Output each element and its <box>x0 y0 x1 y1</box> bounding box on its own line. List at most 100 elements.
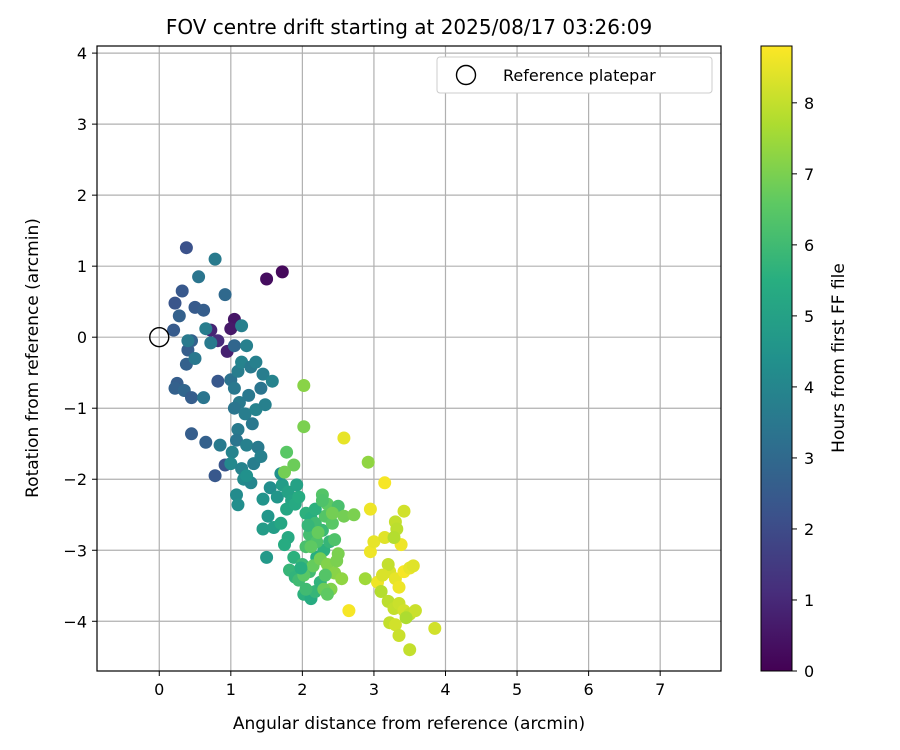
data-point <box>328 533 342 547</box>
data-point <box>342 604 356 618</box>
data-point <box>337 431 351 445</box>
chart-title: FOV centre drift starting at 2025/08/17 … <box>166 15 652 39</box>
data-point <box>230 488 243 502</box>
data-point <box>265 374 279 388</box>
data-point <box>230 433 243 447</box>
data-point <box>297 420 311 434</box>
x-tick-label: 4 <box>440 680 450 699</box>
data-point <box>320 587 334 601</box>
data-point <box>240 469 254 483</box>
data-point <box>235 319 249 333</box>
data-point <box>374 585 388 598</box>
colorbar-tick-label: 2 <box>804 520 814 539</box>
data-point <box>304 540 318 554</box>
data-point <box>227 381 241 395</box>
data-point <box>185 427 198 441</box>
data-point <box>172 309 186 323</box>
data-point <box>256 492 270 506</box>
colorbar-tick-label: 1 <box>804 591 814 610</box>
y-tick-label: 1 <box>77 257 87 276</box>
data-point <box>294 561 308 575</box>
data-point <box>256 367 270 381</box>
y-tick-label: 2 <box>77 186 87 205</box>
data-point <box>181 334 195 348</box>
data-point <box>325 516 339 530</box>
data-point <box>358 572 372 586</box>
data-point <box>408 604 422 618</box>
colorbar-tick-label: 7 <box>804 165 814 184</box>
data-point <box>197 303 211 317</box>
y-tick-label: −1 <box>63 399 87 418</box>
data-point <box>399 611 413 625</box>
data-point <box>211 374 225 388</box>
data-point <box>258 398 272 412</box>
data-point <box>367 535 381 549</box>
data-point <box>175 284 189 298</box>
data-point <box>403 643 417 657</box>
data-point <box>363 502 377 516</box>
data-point <box>249 355 263 369</box>
data-point <box>308 502 322 516</box>
data-point <box>242 388 256 402</box>
legend-box <box>436 56 713 94</box>
data-point <box>227 401 241 415</box>
plot-frame <box>96 45 722 672</box>
data-point <box>381 558 395 571</box>
data-point <box>280 445 294 459</box>
data-point <box>318 568 332 582</box>
data-point <box>238 407 252 421</box>
data-point <box>301 518 315 532</box>
data-point <box>290 478 304 492</box>
data-point <box>292 490 306 504</box>
x-tick-label: 6 <box>584 680 594 699</box>
data-point <box>199 435 213 449</box>
data-point <box>224 322 238 336</box>
y-axis-label: Rotation from reference (arcmin) <box>23 218 43 498</box>
y-tick-label: −4 <box>63 612 87 631</box>
legend: Reference platepar <box>436 56 713 94</box>
data-point <box>299 582 313 596</box>
data-point <box>274 516 288 530</box>
x-tick-label: 2 <box>297 680 307 699</box>
data-point <box>361 455 375 469</box>
data-point <box>337 509 351 523</box>
data-point <box>392 629 406 642</box>
colorbar-tick-label: 8 <box>804 94 814 113</box>
colorbar-gradient <box>760 45 793 672</box>
data-point <box>240 438 254 452</box>
data-point <box>311 526 325 539</box>
data-point <box>330 554 344 568</box>
colorbar: 0 1 2 3 4 5 6 7 8 Hours from first FF file <box>760 45 849 681</box>
data-point <box>263 481 277 495</box>
data-point <box>278 465 291 479</box>
x-axis-ticks: 0 1 2 3 4 5 6 7 <box>154 671 665 699</box>
data-point <box>199 322 213 336</box>
data-point <box>260 272 274 286</box>
data-point <box>270 490 284 504</box>
data-point <box>188 352 202 365</box>
legend-marker <box>455 64 477 86</box>
colorbar-tick-label: 0 <box>804 662 814 681</box>
data-point <box>224 457 238 471</box>
data-point <box>287 550 301 564</box>
data-point <box>406 559 420 573</box>
colorbar-label: Hours from first FF file <box>829 263 849 453</box>
x-tick-label: 3 <box>369 680 379 699</box>
data-point <box>260 550 274 564</box>
data-point <box>213 438 227 452</box>
data-points <box>167 241 442 657</box>
data-point <box>376 568 389 582</box>
data-point <box>388 618 402 632</box>
data-point <box>254 381 268 395</box>
data-point <box>167 323 181 337</box>
data-point <box>168 296 182 310</box>
data-point <box>208 252 222 266</box>
data-point <box>278 538 291 552</box>
data-point <box>256 522 270 536</box>
x-tick-label: 7 <box>655 680 665 699</box>
y-tick-label: −3 <box>63 541 87 560</box>
data-point <box>179 241 193 255</box>
data-point <box>378 476 392 490</box>
y-tick-label: 0 <box>77 328 87 347</box>
